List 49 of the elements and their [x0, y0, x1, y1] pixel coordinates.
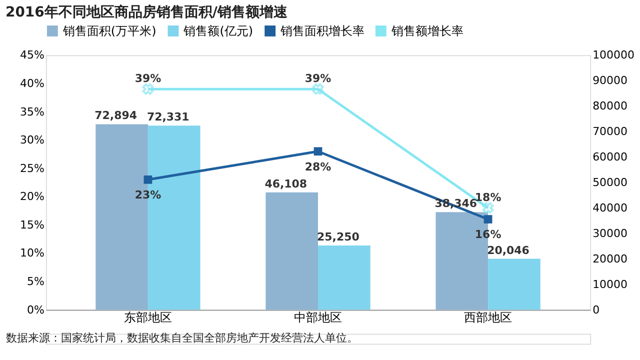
point [314, 147, 322, 156]
legend-label: 销售额(亿元) [182, 24, 254, 38]
y-tick-label: 25% [20, 162, 44, 175]
bar [266, 192, 318, 310]
y-tick-label: 20% [20, 190, 44, 204]
y-tick-label: 35% [20, 105, 44, 118]
y-tick-label: 40% [20, 76, 44, 90]
point [144, 175, 152, 184]
y2-tick-label: 10000 [592, 278, 628, 291]
data-label: 39% [134, 72, 162, 86]
y2-tick-label: 20000 [592, 252, 628, 266]
y2-tick-label: 90000 [592, 74, 628, 88]
data-label: 20,046 [487, 244, 530, 257]
data-label: 28% [304, 160, 332, 174]
y2-tick-label: 50000 [592, 176, 628, 189]
y-tick-label: 45% [20, 48, 44, 62]
y2-tick-label: 80000 [592, 100, 628, 113]
x-tick-label: 西部地区 [464, 310, 512, 324]
point [482, 202, 494, 214]
data-label: 25,250 [317, 230, 360, 244]
data-label: 46,108 [264, 177, 308, 190]
y-tick-label: 15% [20, 218, 44, 232]
data-label: 72,331 [146, 110, 190, 124]
data-label: 16% [474, 228, 502, 242]
bar [318, 246, 370, 310]
legend-label: 销售额增长率 [390, 24, 464, 38]
legend-label: 销售面积增长率 [280, 24, 365, 38]
data-label: 72,894 [94, 109, 138, 122]
data-label: 39% [304, 72, 332, 86]
point [484, 215, 492, 224]
y2-tick-label: 70000 [592, 125, 628, 138]
x-tick-label: 东部地区 [124, 310, 172, 324]
y2-tick-label: 100000 [592, 48, 634, 62]
y2-tick-label: 0 [592, 303, 600, 316]
bar [488, 258, 540, 310]
y-tick-label: 5% [27, 274, 44, 288]
data-label: 23% [134, 188, 162, 202]
point [142, 83, 154, 95]
y-tick-label: 30% [20, 134, 44, 147]
legend-label: 销售面积(万平米) [62, 24, 156, 38]
y-tick-label: 0% [27, 303, 44, 316]
y2-tick-label: 40000 [592, 201, 628, 214]
y2-tick-label: 30000 [592, 226, 628, 240]
source-note: 数据来源：国家统计局，数据收集自全国全部房地产开发经营法人单位。 [6, 332, 358, 345]
y2-tick-label: 60000 [592, 150, 628, 164]
x-tick-label: 中部地区 [294, 310, 342, 324]
point [312, 83, 324, 95]
chart-title: 2016年不同地区商品房销售面积/销售额增速 [5, 4, 288, 21]
y-tick-label: 10% [20, 246, 44, 260]
